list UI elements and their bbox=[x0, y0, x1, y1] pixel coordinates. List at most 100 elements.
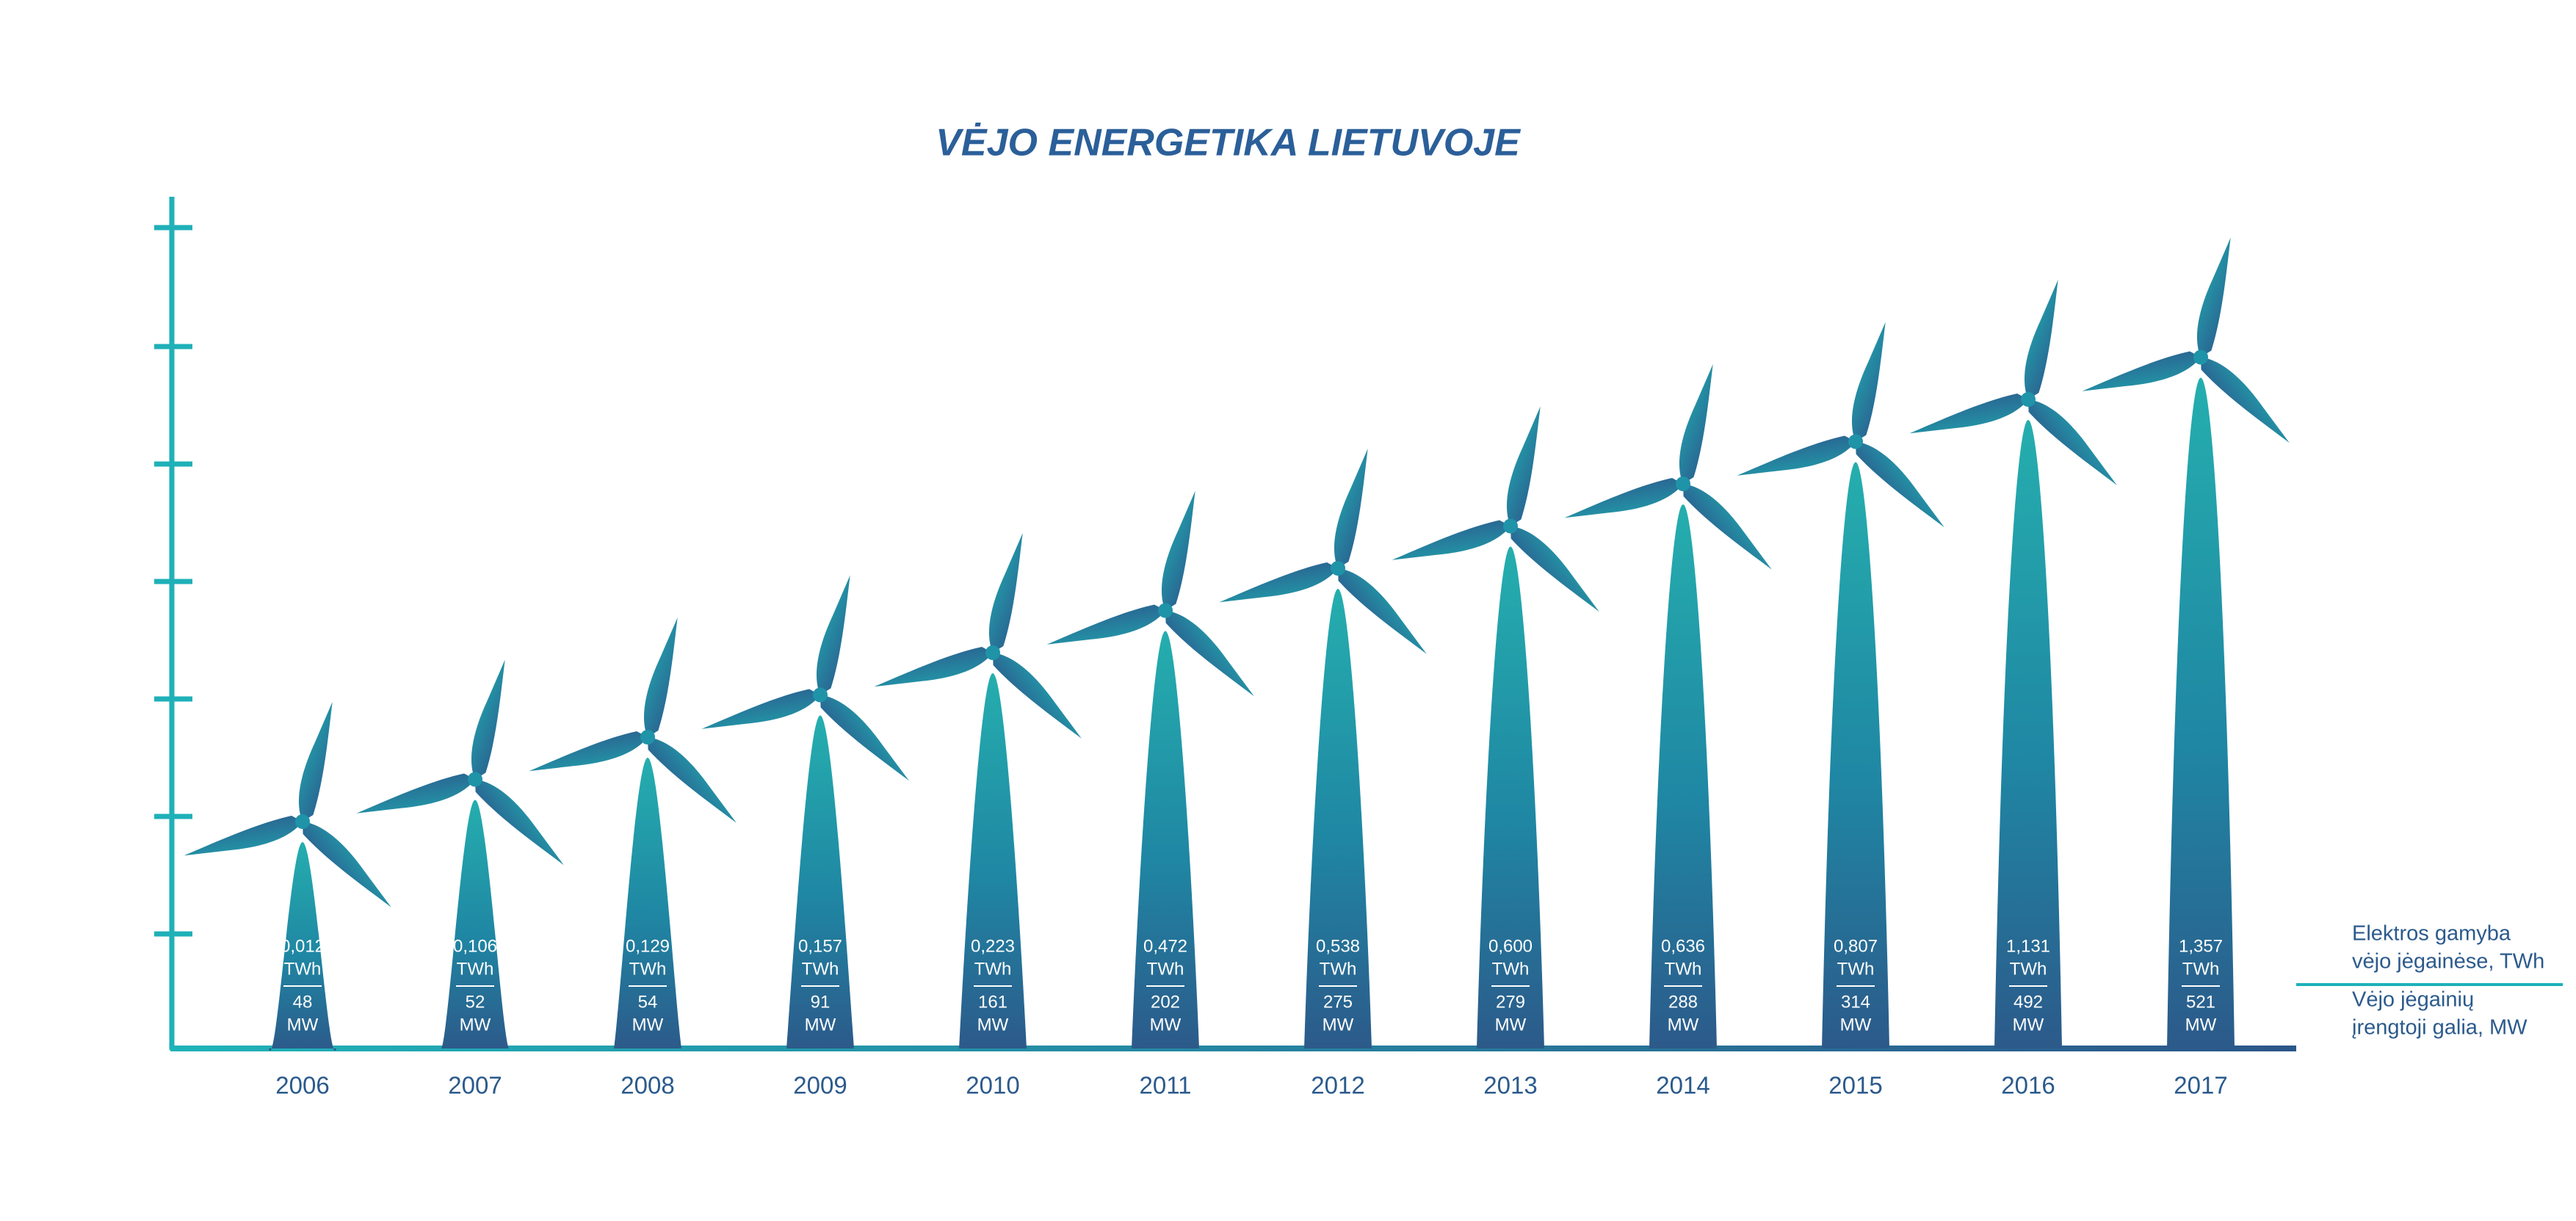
blade bbox=[1338, 568, 1427, 654]
blade bbox=[1909, 394, 2028, 434]
value-label: 0,223 bbox=[971, 936, 1015, 956]
y-axis bbox=[154, 197, 192, 1050]
turbine: 1,131 TWh 492 MW bbox=[1909, 279, 2117, 1048]
tower bbox=[959, 673, 1027, 1048]
value-label: 0,636 bbox=[1661, 936, 1705, 956]
x-tick-label: 2014 bbox=[1656, 1072, 1710, 1099]
value-label: 52 bbox=[466, 992, 485, 1012]
blade bbox=[1334, 448, 1368, 568]
hub bbox=[813, 687, 828, 703]
turbine: 0,636 TWh 288 MW bbox=[1564, 363, 1772, 1048]
value-label: 279 bbox=[1496, 992, 1525, 1012]
unit-label: MW bbox=[977, 1015, 1009, 1035]
value-label: 275 bbox=[1323, 992, 1353, 1012]
hub bbox=[2021, 392, 2036, 407]
blade bbox=[1219, 562, 1338, 603]
turbine: 0,538 TWh 275 MW bbox=[1219, 448, 1427, 1048]
turbine: 0,600 TWh 279 MW bbox=[1392, 406, 1599, 1048]
blade bbox=[475, 779, 564, 866]
value-label: 314 bbox=[1841, 992, 1870, 1012]
blade bbox=[299, 701, 333, 822]
blade bbox=[356, 773, 475, 814]
blade bbox=[817, 575, 850, 695]
turbine: 0,106 TWh 52 MW bbox=[356, 659, 564, 1048]
unit-label: TWh bbox=[457, 959, 494, 979]
hub bbox=[1158, 603, 1173, 618]
blade bbox=[303, 822, 391, 907]
unit-label: MW bbox=[1495, 1015, 1527, 1035]
unit-label: TWh bbox=[1837, 959, 1875, 979]
turbine: 0,472 TWh 202 MW bbox=[1046, 490, 1254, 1048]
blade bbox=[529, 731, 648, 772]
x-tick-label: 2011 bbox=[1140, 1072, 1192, 1099]
value-label: 0,807 bbox=[1834, 936, 1878, 956]
blade bbox=[1852, 322, 1886, 442]
unit-label: TWh bbox=[2010, 959, 2047, 979]
blade bbox=[1046, 604, 1165, 645]
turbine: 1,357 TWh 521 MW bbox=[2082, 237, 2290, 1048]
blade bbox=[2201, 357, 2290, 443]
blade bbox=[820, 695, 909, 781]
tower bbox=[1304, 589, 1372, 1048]
value-label: 0,472 bbox=[1143, 936, 1187, 956]
unit-label: MW bbox=[1150, 1015, 1182, 1035]
legend-text: įrengtoji galia, MW bbox=[2352, 1016, 2528, 1040]
hub bbox=[1848, 434, 1863, 449]
unit-label: TWh bbox=[629, 959, 667, 979]
blade bbox=[1507, 406, 1541, 526]
value-label: 0,600 bbox=[1488, 936, 1533, 956]
blade bbox=[648, 737, 737, 823]
unit-label: MW bbox=[1323, 1015, 1354, 1035]
value-label: 0,129 bbox=[626, 936, 670, 956]
turbine: 0,157 TWh 91 MW bbox=[701, 575, 909, 1048]
x-tick-label: 2017 bbox=[2174, 1072, 2227, 1099]
hub bbox=[640, 730, 655, 744]
blade bbox=[1162, 490, 1195, 611]
value-label: 0,106 bbox=[453, 936, 497, 956]
x-tick-label: 2008 bbox=[621, 1072, 674, 1099]
value-label: 0,012 bbox=[281, 936, 325, 956]
x-tick-label: 2009 bbox=[793, 1072, 847, 1099]
x-tick-label: 2010 bbox=[966, 1072, 1019, 1099]
blade bbox=[1737, 435, 1856, 476]
turbine: 0,223 TWh 161 MW bbox=[874, 532, 1082, 1048]
value-label: 288 bbox=[1668, 992, 1698, 1012]
value-label: 48 bbox=[293, 992, 313, 1012]
x-tick-label: 2015 bbox=[1828, 1072, 1882, 1099]
blade bbox=[1683, 484, 1772, 570]
blade bbox=[874, 647, 993, 687]
tower bbox=[786, 715, 854, 1048]
unit-label: MW bbox=[460, 1015, 491, 1035]
blade bbox=[2082, 351, 2201, 391]
tower bbox=[1132, 631, 1199, 1048]
hub bbox=[1503, 518, 1518, 534]
blade bbox=[993, 653, 1082, 739]
unit-label: MW bbox=[1668, 1015, 1699, 1035]
tower bbox=[1649, 504, 1717, 1048]
blade bbox=[471, 659, 505, 780]
hub bbox=[1331, 561, 1345, 576]
unit-label: MW bbox=[1840, 1015, 1872, 1035]
unit-label: TWh bbox=[1492, 959, 1530, 979]
blade bbox=[1564, 478, 1683, 518]
value-label: 91 bbox=[811, 992, 831, 1012]
blade bbox=[1165, 610, 1254, 697]
legend-text: vėjo jėgainėse, TWh bbox=[2352, 950, 2544, 974]
tower bbox=[1994, 420, 2062, 1048]
x-tick-label: 2013 bbox=[1483, 1072, 1537, 1099]
tower bbox=[614, 758, 681, 1048]
value-label: 1,357 bbox=[2179, 936, 2223, 956]
x-tick-label: 2012 bbox=[1311, 1072, 1364, 1099]
blade bbox=[2025, 279, 2058, 399]
value-label: 0,538 bbox=[1316, 936, 1360, 956]
unit-label: TWh bbox=[2182, 959, 2220, 979]
x-tick-label: 2006 bbox=[275, 1072, 329, 1099]
value-label: 521 bbox=[2186, 992, 2215, 1012]
x-axis bbox=[170, 1046, 2296, 1051]
blade bbox=[1510, 526, 1599, 612]
x-tick-label: 2007 bbox=[448, 1072, 502, 1099]
unit-label: MW bbox=[2013, 1015, 2044, 1035]
unit-label: MW bbox=[287, 1015, 319, 1035]
blade bbox=[989, 532, 1023, 653]
